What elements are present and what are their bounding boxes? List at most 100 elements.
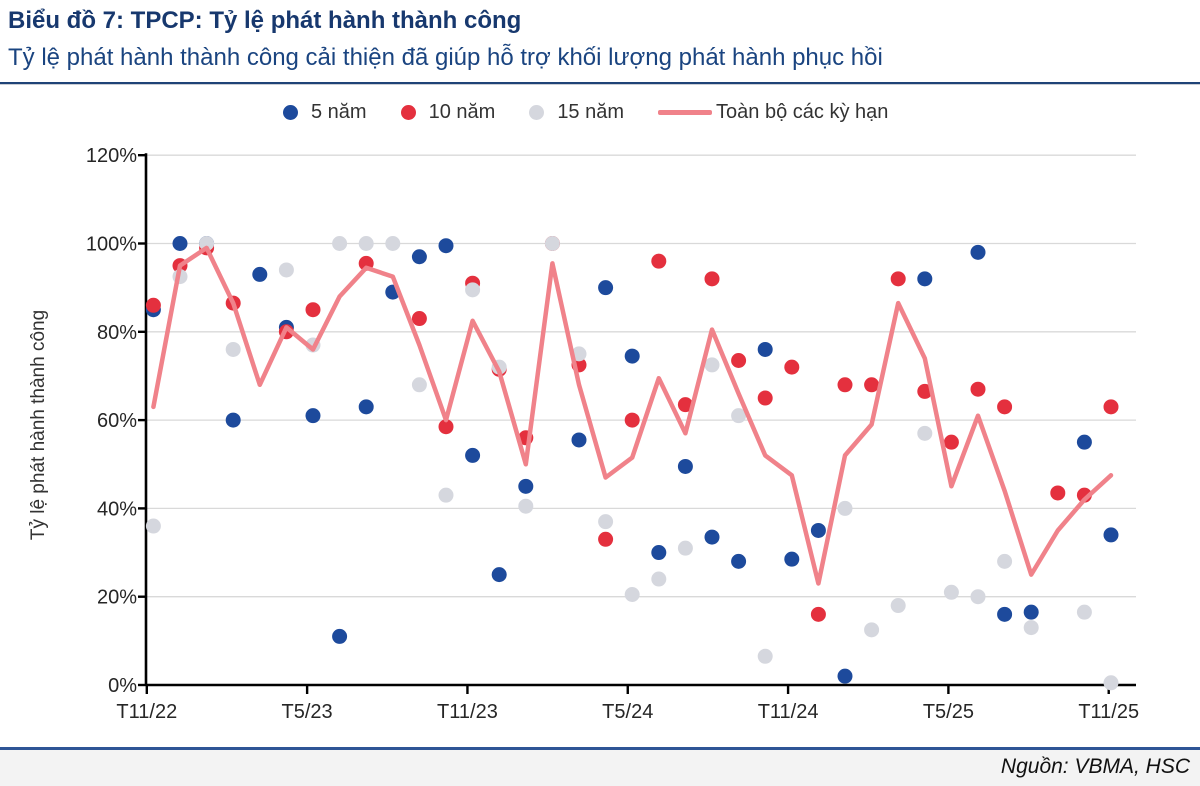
chart-legend: 5 năm 10 năm 15 năm Toàn bộ các kỳ hạn — [283, 101, 888, 124]
legend-item: 5 năm — [283, 101, 367, 124]
x-axis-tick-label: T5/24 — [602, 701, 653, 723]
data-point — [598, 514, 614, 530]
data-point — [651, 571, 667, 587]
data-point — [411, 249, 427, 265]
data-point — [199, 236, 215, 251]
legend-item: Toàn bộ các kỳ hạn — [658, 101, 888, 124]
y-axis-tick-label: 100% — [86, 234, 137, 256]
data-point — [571, 432, 587, 448]
data-point — [145, 297, 161, 313]
data-point — [731, 408, 747, 424]
data-point — [465, 447, 481, 463]
data-point — [1050, 485, 1066, 501]
data-point — [1103, 527, 1119, 543]
data-point — [651, 545, 667, 561]
y-axis-tick-label: 120% — [86, 145, 137, 167]
data-point — [225, 341, 241, 357]
data-point — [704, 357, 720, 373]
data-point — [332, 236, 348, 251]
x-axis-tick-label: T11/25 — [1078, 701, 1139, 723]
data-point — [810, 606, 826, 622]
trend-line — [151, 245, 1114, 586]
data-point — [890, 598, 906, 614]
data-point — [704, 529, 720, 545]
chart-canvas: 0% 20% 40% 60% 80% 100% 120% T11/22 T5/23 T11/23 T… — [28, 145, 1139, 723]
data-point — [917, 271, 933, 287]
data-point — [757, 648, 773, 664]
data-point — [225, 412, 241, 428]
data-point — [624, 348, 640, 364]
data-point — [358, 236, 374, 251]
data-point — [970, 244, 986, 260]
data-point — [1023, 604, 1039, 620]
legend-item: 10 năm — [400, 101, 496, 124]
data-point — [784, 359, 800, 375]
data-point — [145, 518, 161, 534]
x-axis-tick-label: T11/24 — [758, 701, 819, 723]
data-point — [305, 408, 321, 424]
data-point — [864, 622, 880, 638]
x-axis-tick-label: T5/25 — [923, 701, 974, 723]
data-point — [1103, 675, 1119, 691]
data-point — [465, 282, 481, 298]
data-point — [757, 390, 773, 406]
data-point — [438, 487, 454, 503]
data-point — [598, 280, 614, 296]
data-point — [1023, 620, 1039, 636]
data-point — [837, 377, 853, 393]
legend-label: 5 năm — [311, 101, 367, 123]
data-point — [810, 522, 826, 538]
data-point — [864, 377, 880, 393]
data-point — [1076, 434, 1092, 450]
data-point — [731, 553, 747, 569]
data-point — [385, 236, 401, 251]
data-point — [518, 498, 534, 514]
x-axis-tick-label: T11/22 — [116, 701, 177, 723]
header: Biểu đồ 7: TPCP: Tỷ lệ phát hành thành c… — [0, 0, 1200, 85]
legend-line-icon — [658, 110, 713, 115]
legend-item: 15 năm — [529, 101, 624, 124]
data-point — [917, 383, 933, 399]
data-point — [943, 434, 959, 450]
data-point — [1103, 399, 1119, 415]
y-axis-title: Tỷ lệ phát hành thành công — [28, 310, 49, 540]
data-point — [438, 238, 454, 254]
data-point — [837, 668, 853, 684]
y-axis-tick-label: 40% — [97, 498, 137, 520]
data-point — [624, 412, 640, 428]
legend-dot-icon — [400, 105, 416, 120]
page-title: Biểu đồ 7: TPCP: Tỷ lệ phát hành thành c… — [8, 7, 522, 34]
data-point — [704, 271, 720, 287]
data-point — [943, 584, 959, 600]
data-point — [784, 551, 800, 567]
data-point — [252, 266, 268, 282]
x-axis-tick-label: T5/23 — [282, 701, 333, 723]
y-axis-tick-label: 60% — [97, 410, 137, 432]
data-point — [305, 302, 321, 318]
data-point — [438, 419, 454, 435]
data-point — [917, 425, 933, 441]
data-point — [970, 381, 986, 397]
data-point — [757, 341, 773, 357]
y-axis-tick-label: 80% — [97, 322, 137, 344]
data-point — [544, 236, 560, 251]
data-point — [518, 478, 534, 494]
data-point — [677, 458, 693, 474]
data-point — [598, 531, 614, 547]
header-divider — [0, 82, 1200, 85]
data-point — [491, 567, 507, 583]
data-point — [677, 540, 693, 556]
page-subtitle: Tỷ lệ phát hành thành công cải thiện đã … — [8, 44, 883, 71]
data-point — [677, 397, 693, 413]
data-point — [997, 553, 1013, 569]
source-note: Nguồn: VBMA, HSC — [0, 750, 1200, 786]
data-point — [411, 311, 427, 327]
legend-dot-icon — [529, 105, 545, 120]
data-point — [332, 628, 348, 644]
x-axis-tick-label: T11/23 — [437, 701, 498, 723]
legend-label: 10 năm — [428, 101, 496, 123]
data-point — [997, 606, 1013, 622]
legend-label: 15 năm — [557, 101, 625, 123]
data-point — [731, 352, 747, 368]
data-point — [997, 399, 1013, 415]
